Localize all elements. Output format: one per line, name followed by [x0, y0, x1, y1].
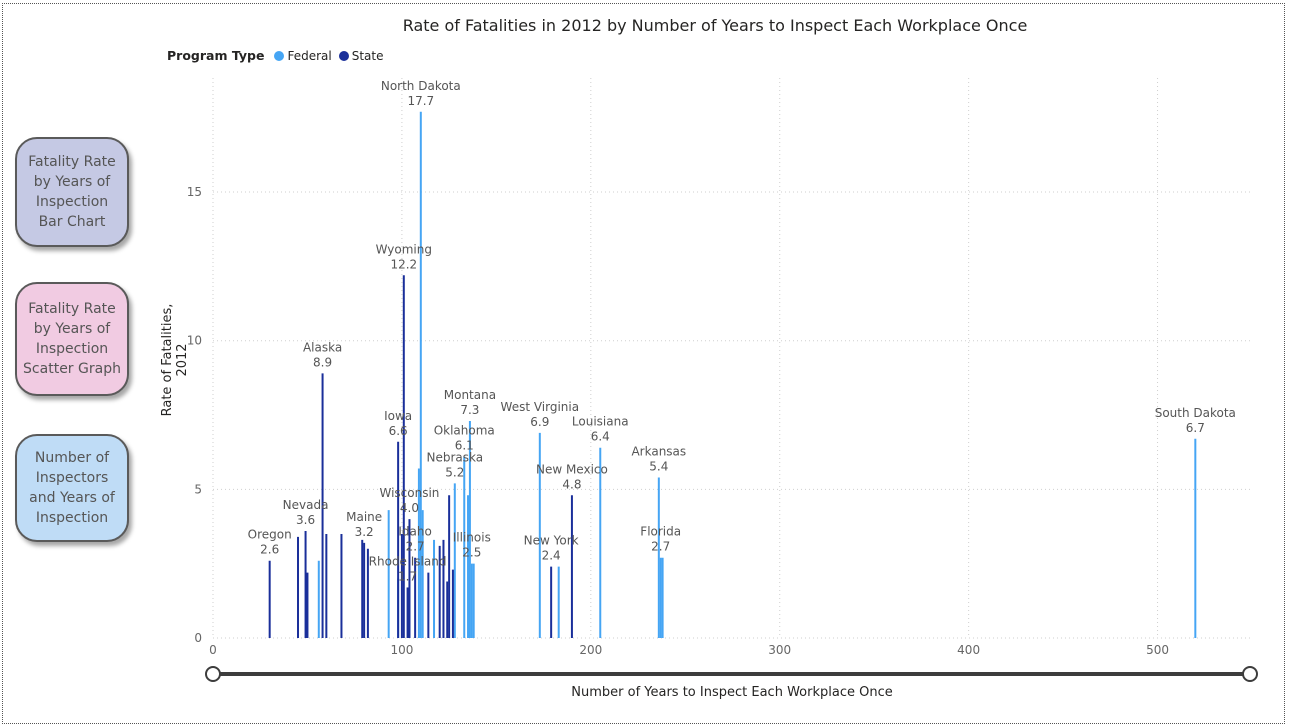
- x-tick-label: 0: [209, 643, 217, 657]
- legend-label-state: State: [351, 48, 384, 63]
- legend-item-state[interactable]: State: [338, 48, 384, 63]
- scatter-graph-nav-button[interactable]: Fatality Rate by Years of Inspection Sca…: [15, 282, 129, 396]
- data-label-state-name: Louisiana: [572, 415, 629, 429]
- data-label-state-name: West Virginia: [501, 400, 580, 414]
- data-label-state-name: Alaska: [303, 340, 342, 354]
- data-label-state-name: Idaho: [398, 525, 431, 539]
- bar-chart-nav-button[interactable]: Fatality Rate by Years of Inspection Bar…: [15, 137, 129, 247]
- data-label-state-name: Oregon: [248, 528, 292, 542]
- data-label-value: 3.2: [355, 525, 374, 539]
- y-tick-label: 15: [187, 185, 202, 199]
- legend-item-federal[interactable]: Federal: [274, 48, 332, 63]
- data-label-value: 6.4: [591, 430, 610, 444]
- data-label-value: 8.9: [313, 355, 332, 369]
- data-label-value: 6.7: [1186, 421, 1205, 435]
- data-label-state-name: New York: [524, 534, 579, 548]
- y-tick-label: 0: [194, 631, 202, 645]
- data-label-value: 2.4: [542, 549, 561, 563]
- data-label-value: 2.7: [651, 540, 670, 554]
- data-label-state-name: South Dakota: [1155, 406, 1236, 420]
- y-tick-label: 10: [187, 334, 202, 348]
- data-label-value: 1.7: [398, 569, 417, 583]
- data-label-value: 6.1: [455, 439, 474, 453]
- zoom-slider-start-handle[interactable]: [205, 666, 221, 682]
- data-label-value: 3.6: [296, 513, 315, 527]
- legend-title: Program Type: [167, 48, 265, 63]
- data-label-state-name: Iowa: [384, 409, 412, 423]
- data-label-state-name: Illinois: [453, 531, 491, 545]
- state-legend-dot: [338, 50, 349, 61]
- data-label-value: 7.3: [460, 403, 479, 417]
- inspectors-nav-button[interactable]: Number of Inspectors and Years of Inspec…: [15, 434, 129, 542]
- data-label-value: 12.2: [390, 257, 417, 271]
- data-label-value: 6.6: [389, 424, 408, 438]
- x-axis-label: Number of Years to Inspect Each Workplac…: [571, 685, 893, 700]
- data-label-value: 2.6: [260, 543, 279, 557]
- data-label-value: 4.0: [400, 501, 419, 515]
- data-label-state-name: Rhode Island: [369, 554, 447, 568]
- data-label-value: 17.7: [407, 94, 434, 108]
- data-label-state-name: Maine: [346, 510, 382, 524]
- federal-legend-dot: [274, 50, 285, 61]
- data-label-state-name: Nebraska: [426, 450, 483, 464]
- data-label-state-name: Florida: [640, 525, 681, 539]
- data-label-value: 5.2: [445, 465, 464, 479]
- x-tick-label: 200: [579, 643, 602, 657]
- data-label-value: 4.8: [562, 477, 581, 491]
- legend-label-federal: Federal: [287, 48, 332, 63]
- data-label-state-name: Nevada: [283, 498, 329, 512]
- y-tick-label: 5: [194, 482, 202, 496]
- data-label-state-name: Oklahoma: [434, 424, 495, 438]
- data-label-value: 6.9: [530, 415, 549, 429]
- x-tick-label: 300: [768, 643, 791, 657]
- data-label-state-name: Montana: [444, 388, 496, 402]
- data-label-state-name: Arkansas: [631, 444, 686, 458]
- report-frame: [2, 3, 1285, 724]
- data-label-state-name: Wyoming: [376, 242, 432, 256]
- x-tick-label: 100: [390, 643, 413, 657]
- chart-title: Rate of Fatalities in 2012 by Number of …: [402, 16, 1028, 35]
- x-tick-label: 400: [957, 643, 980, 657]
- data-label-value: 2.5: [462, 546, 481, 560]
- data-label-value: 5.4: [649, 459, 668, 473]
- data-label-value: 2.7: [406, 540, 425, 554]
- data-label-state-name: Wisconsin: [379, 486, 439, 500]
- legend: Program Type Federal State: [167, 48, 386, 63]
- zoom-slider-end-handle[interactable]: [1242, 666, 1258, 682]
- data-label-state-name: New Mexico: [536, 462, 608, 476]
- data-label-state-name: North Dakota: [381, 79, 461, 93]
- x-tick-label: 500: [1146, 643, 1169, 657]
